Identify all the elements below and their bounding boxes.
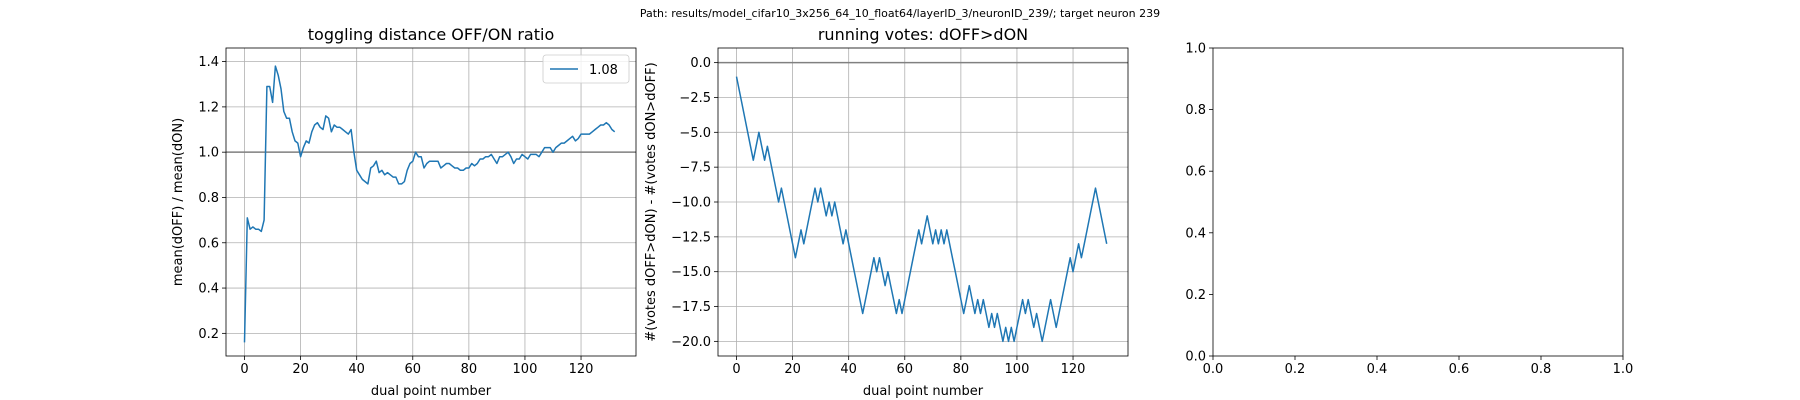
x-axis-label: dual point number — [371, 384, 492, 399]
y-tick-label: −2.5 — [679, 91, 711, 106]
legend-box — [542, 54, 630, 84]
x-tick-label: 0.4 — [1367, 362, 1388, 377]
y-tick-label: −7.5 — [679, 161, 711, 176]
y-tick-label: 0.4 — [198, 282, 219, 297]
chart-1: 0 20 40 60 80 100 120 0.2 0.4 0.6 0.8 1.0 1.2 1.4 togg… — [171, 25, 637, 399]
y-tick-label: 1.2 — [198, 100, 219, 115]
x-tick-label: 40 — [840, 362, 857, 377]
y-tick-label: 0.8 — [198, 191, 219, 206]
chart-3: 0.0 0.2 0.4 0.6 0.8 1.0 0.0 0.2 0.4 0.6 0.8 1.0 — [1185, 42, 1633, 378]
x-tick-label: 100 — [513, 362, 538, 377]
chart-title: toggling distance OFF/ON ratio — [308, 25, 554, 44]
chart-2: 0 20 40 60 80 100 120 0.0 −2.5 −5.0 −7.5 −10.0 −12.5… — [644, 25, 1129, 399]
y-tick-label: −5.0 — [679, 126, 711, 141]
axes-frame — [1212, 47, 1624, 357]
y-tick-label: 1.0 — [1185, 42, 1206, 57]
legend: 1.08 — [542, 54, 630, 84]
figure-suptitle: Path: results/model_cifar10_3x256_64_10_… — [639, 7, 1161, 20]
x-tick-label: 0 — [240, 362, 248, 377]
y-tick-label: 0.2 — [1185, 288, 1206, 303]
x-tick-label: 0 — [732, 362, 740, 377]
y-tick-label: 0.6 — [198, 236, 219, 251]
y-tick-label: 0.2 — [198, 327, 219, 342]
x-axis-label: dual point number — [863, 384, 984, 399]
x-tick-label: 0.2 — [1285, 362, 1306, 377]
chart-title: running votes: dOFF>dON — [818, 25, 1028, 44]
x-tick-label: 0.0 — [1203, 362, 1224, 377]
x-tick-label: 100 — [1005, 362, 1030, 377]
y-axis-label: mean(dOFF) / mean(dON) — [171, 118, 186, 286]
x-tick-label: 60 — [404, 362, 421, 377]
y-tick-label: −17.5 — [671, 300, 711, 315]
y-tick-label: 1.0 — [198, 146, 219, 161]
x-tick-label: 1.0 — [1613, 362, 1634, 377]
x-tick-label: 120 — [1061, 362, 1086, 377]
x-tick-label: 0.6 — [1449, 362, 1470, 377]
x-tick-label: 20 — [784, 362, 801, 377]
x-tick-label: 80 — [953, 362, 970, 377]
x-tick-label: 80 — [461, 362, 478, 377]
y-tick-label: −10.0 — [671, 196, 711, 211]
series-line-1 — [735, 76, 1108, 343]
y-axis-label: #(votes dOFF>dON) - #(votes dON>dOFF) — [644, 62, 659, 341]
y-tick-label: −12.5 — [671, 230, 711, 245]
x-tick-label: 120 — [569, 362, 594, 377]
y-tick-label: 0.8 — [1185, 103, 1206, 118]
y-tick-label: 0.6 — [1185, 165, 1206, 180]
y-tick-label: 0.4 — [1185, 226, 1206, 241]
x-tick-label: 0.8 — [1531, 362, 1552, 377]
axes-frame — [225, 47, 637, 357]
y-tick-label: −20.0 — [671, 335, 711, 350]
x-tick-label: 40 — [348, 362, 365, 377]
y-tick-label: −15.0 — [671, 265, 711, 280]
x-tick-label: 20 — [292, 362, 309, 377]
series-line-1 — [243, 65, 616, 343]
y-tick-label: 0.0 — [690, 56, 711, 71]
y-tick-label: 1.4 — [198, 55, 219, 70]
y-tick-label: 0.0 — [1185, 350, 1206, 365]
x-tick-label: 60 — [896, 362, 913, 377]
legend-label: 1.08 — [589, 63, 618, 78]
